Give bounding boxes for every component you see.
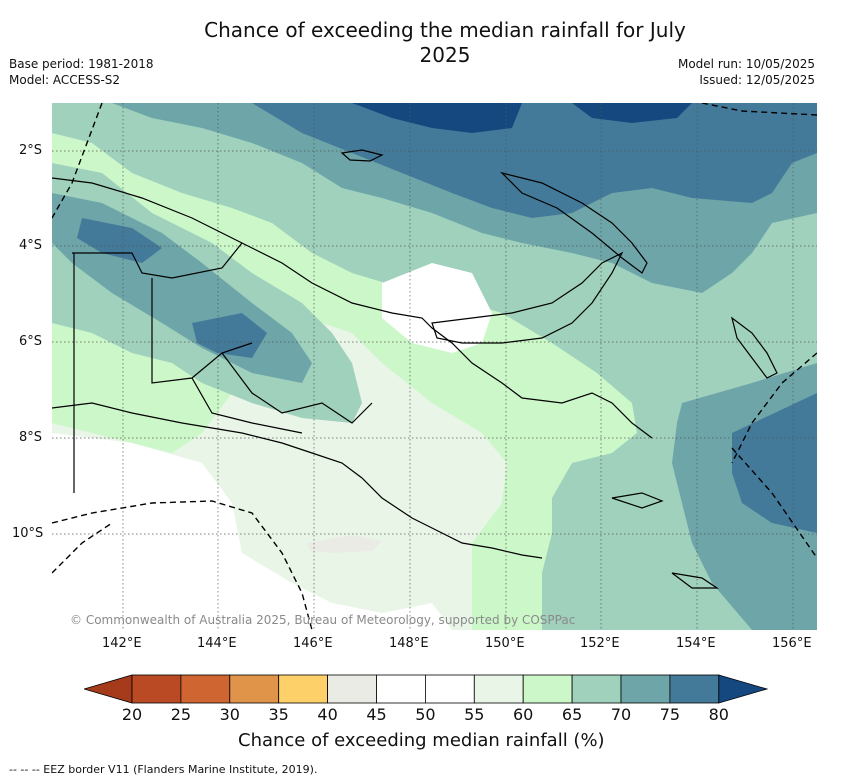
- colorbar-cell: [669, 674, 720, 704]
- issued-label: Issued: 12/05/2025: [699, 73, 815, 87]
- map-canvas: [52, 103, 817, 630]
- base-period-label: Base period: 1981-2018: [9, 57, 154, 71]
- colorbar-tick-label: 40: [317, 705, 338, 724]
- model-label: Model: ACCESS-S2: [9, 73, 121, 87]
- lat-label-6s: 6°S: [19, 334, 43, 349]
- band-above-80: [352, 103, 692, 133]
- coastlines: [52, 149, 778, 589]
- colorbar-cell: [571, 674, 622, 704]
- colorbar-cell: [180, 674, 231, 704]
- graticule: [52, 103, 817, 630]
- colorbar-tick-label: 75: [659, 705, 681, 724]
- lon-label-146e: 146°E: [293, 636, 333, 651]
- colorbar-tick-label: 25: [170, 705, 192, 724]
- lon-label-150e: 150°E: [485, 636, 525, 651]
- metadata-right: Model run: 10/05/2025 Issued: 12/05/2025: [678, 56, 815, 88]
- eez-footnote: -- -- -- EEZ border V11 (Flanders Marine…: [9, 763, 318, 776]
- lon-label-154e: 154°E: [676, 636, 716, 651]
- colorbar-tick-label: 50: [415, 705, 436, 724]
- colorbar-cell: [473, 674, 524, 704]
- colorbar: [84, 674, 768, 704]
- colorbar-cell: [278, 674, 328, 704]
- colorbar-tick-label: 55: [464, 705, 485, 724]
- colorbar-tick-label: 20: [121, 705, 143, 724]
- lon-label-156e: 156°E: [772, 636, 812, 651]
- colorbar-cell: [620, 674, 671, 704]
- lat-label-10s: 10°S: [12, 526, 44, 541]
- colorbar-tick-label: 45: [366, 705, 387, 724]
- band-40-45: [307, 535, 382, 553]
- lon-label-152e: 152°E: [580, 636, 620, 651]
- colorbar-cell: [131, 674, 182, 704]
- colorbar-title: Chance of exceeding median rainfall (%): [238, 730, 605, 751]
- colorbar-tick-label: 35: [268, 705, 289, 724]
- lon-label-144e: 144°E: [197, 636, 237, 651]
- colorbar-tick-label: 80: [708, 705, 729, 724]
- colorbar-cell: [522, 674, 573, 704]
- colorbar-tick-label: 60: [513, 705, 534, 724]
- lat-label-8s: 8°S: [19, 430, 43, 445]
- lat-label-4s: 4°S: [19, 238, 43, 253]
- eez-borders: [52, 103, 817, 630]
- colorbar-over-arrow: [718, 674, 768, 704]
- metadata-left: Base period: 1981-2018 Model: ACCESS-S2: [9, 56, 154, 88]
- copyright-credit: © Commonwealth of Australia 2025, Bureau…: [70, 613, 576, 627]
- lon-label-148e: 148°E: [389, 636, 429, 651]
- colorbar-tick-label: 30: [219, 705, 240, 724]
- lat-label-2s: 2°S: [19, 143, 43, 158]
- band-75-80: [77, 103, 817, 533]
- colorbar-tick-label: 65: [561, 705, 583, 724]
- colorbar-tick-label: 70: [610, 705, 632, 724]
- colorbar-cell: [327, 674, 377, 704]
- model-run-label: Model run: 10/05/2025: [677, 57, 815, 71]
- colorbar-cell: [229, 674, 280, 704]
- colorbar-cell: [424, 674, 475, 704]
- band-45-55: [52, 263, 492, 630]
- lon-label-142e: 142°E: [102, 636, 142, 651]
- colorbar-under-arrow: [84, 674, 133, 704]
- band-70-75: [52, 103, 817, 630]
- rainfall-map[interactable]: [52, 103, 817, 630]
- colorbar-cell: [376, 674, 426, 704]
- map-title: Chance of exceeding the median rainfall …: [204, 18, 686, 67]
